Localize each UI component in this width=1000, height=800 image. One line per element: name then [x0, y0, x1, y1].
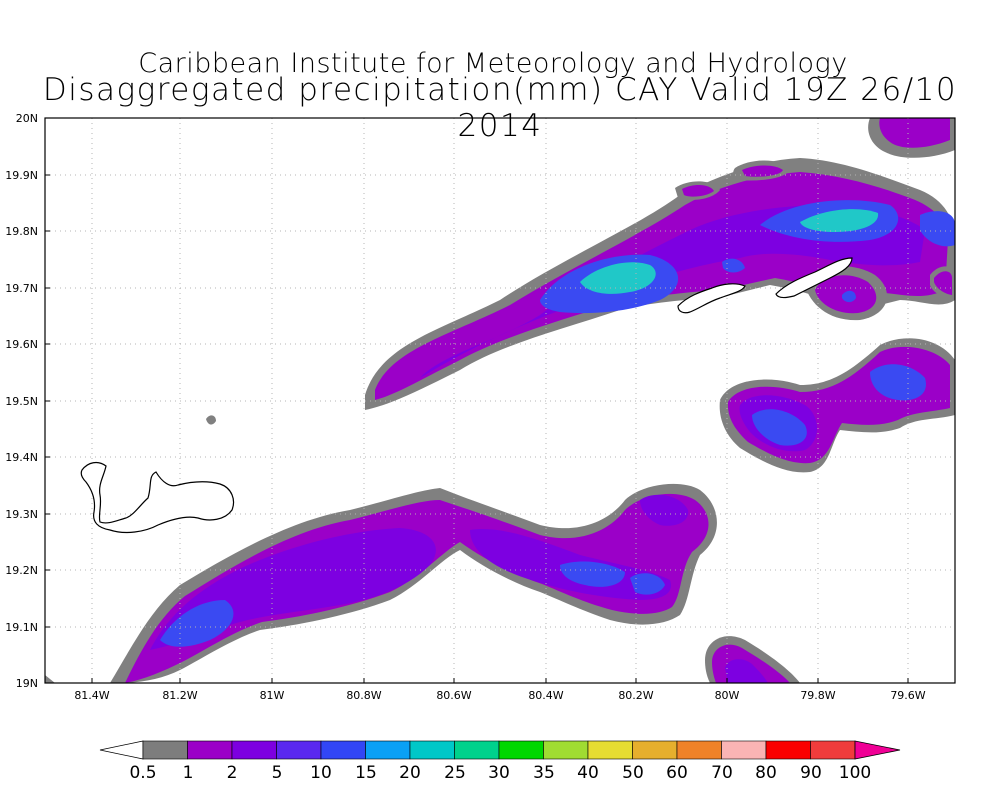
colorbar-label: 60: [666, 763, 688, 783]
lon-label-80-4w: 80.4W: [528, 689, 564, 702]
colorbar-boxes: [142, 740, 856, 760]
colorbar-box: [276, 740, 322, 760]
precip-shading: [45, 118, 955, 684]
lon-label-79-6w: 79.6W: [890, 689, 926, 702]
lat-label-19-2n: 19.2N: [5, 564, 38, 577]
colorbar-box: [676, 740, 722, 760]
lat-label-20n: 20N: [15, 112, 38, 125]
lat-label-19n: 19N: [15, 677, 38, 690]
colorbar-box: [409, 740, 455, 760]
colorbar-label: 50: [622, 763, 644, 783]
colorbar-label: 90: [800, 763, 822, 783]
colorbar-label: 15: [355, 763, 377, 783]
colorbar-box: [231, 740, 277, 760]
colorbar-label: 0.5: [129, 763, 157, 783]
precip-cyan-east: [800, 209, 879, 232]
lat-label-19-1n: 19.1N: [5, 621, 38, 634]
colorbar-label: 2: [226, 763, 238, 783]
lon-label-81-2w: 81.2W: [162, 689, 198, 702]
gridlines: [45, 118, 955, 683]
precip-blue-small3: [842, 290, 856, 303]
colorbar-box: [810, 740, 856, 760]
lat-label-19-4n: 19.4N: [5, 451, 38, 464]
colorbar-label: 100: [838, 763, 872, 783]
lon-label-79-8w: 79.8W: [800, 689, 836, 702]
precip-purple-small: [820, 392, 871, 423]
colorbar-box: [721, 740, 767, 760]
lon-label-80-6w: 80.6W: [436, 689, 472, 702]
precip-grey-south: [110, 483, 717, 684]
island-grand-cayman: [80, 461, 235, 534]
colorbar-box: [454, 740, 500, 760]
lat-label-19-9n: 19.9N: [5, 169, 38, 182]
colorbar-box: [320, 740, 366, 760]
colorbar-box: [187, 740, 233, 760]
colorbar-label: 80: [755, 763, 777, 783]
title-product: Disaggregated precipitation(mm) CAY Vali…: [42, 72, 958, 144]
lon-label-80w: 80W: [714, 689, 740, 702]
colorbar-box: [765, 740, 811, 760]
colorbar-box: [632, 740, 678, 760]
lat-label-19-7n: 19.7N: [5, 282, 38, 295]
lat-label-19-6n: 19.6N: [5, 338, 38, 351]
island-cayman-brac: [775, 257, 853, 299]
precip-blue-se: [752, 409, 807, 446]
precip-blue-south3: [630, 573, 665, 595]
lat-label-19-5n: 19.5N: [5, 395, 38, 408]
precip-blue-small4: [722, 258, 745, 273]
lon-label-81w: 81W: [259, 689, 285, 702]
precip-blue-south2: [560, 561, 625, 587]
island-little-cayman: [677, 283, 746, 314]
colorbar-label: 25: [444, 763, 466, 783]
tick-marks: [45, 174, 909, 683]
title-institute: Caribbean Institute for Meteorology and …: [138, 48, 848, 79]
colorbar-box: [543, 740, 589, 760]
colorbar: [99, 740, 901, 760]
precip-blue-south: [160, 600, 234, 647]
precip-blue-edge: [920, 211, 955, 247]
colorbar-box: [365, 740, 411, 760]
colorbar-label: 35: [533, 763, 555, 783]
precip-purple-south: [125, 493, 709, 683]
precip-grey-corner: [45, 675, 55, 683]
colorbar-label: 10: [310, 763, 332, 783]
precip-purple-small2: [682, 185, 714, 197]
precip-cyan: [580, 262, 656, 294]
precip-northeast-purple: [879, 118, 950, 148]
island-small-west: [206, 415, 216, 425]
colorbar-label: 5: [271, 763, 283, 783]
precip-violet-bottom: [725, 659, 768, 683]
precip-violet: [420, 205, 925, 378]
lon-label-80-2w: 80.2W: [618, 689, 654, 702]
precip-purple-small3: [934, 271, 952, 295]
lon-label-81-4w: 81.4W: [74, 689, 110, 702]
colorbar-label: 30: [488, 763, 510, 783]
colorbar-label: 70: [711, 763, 733, 783]
colorbar-high-arrow: [854, 740, 901, 760]
lat-label-19-8n: 19.8N: [5, 225, 38, 238]
colorbar-box: [587, 740, 633, 760]
lon-label-80-8w: 80.8W: [346, 689, 382, 702]
colorbar-box: [142, 740, 188, 760]
colorbar-label: 1: [182, 763, 194, 783]
precip-blue-se2: [870, 364, 926, 401]
colorbar-box: [498, 740, 544, 760]
lat-label-19-3n: 19.3N: [5, 508, 38, 521]
colorbar-label: 40: [577, 763, 599, 783]
precip-violet-se2: [640, 494, 689, 526]
colorbar-label: 20: [399, 763, 421, 783]
islands: [80, 257, 853, 534]
precip-purple-small1: [742, 165, 783, 177]
colorbar-low-arrow: [99, 740, 144, 760]
